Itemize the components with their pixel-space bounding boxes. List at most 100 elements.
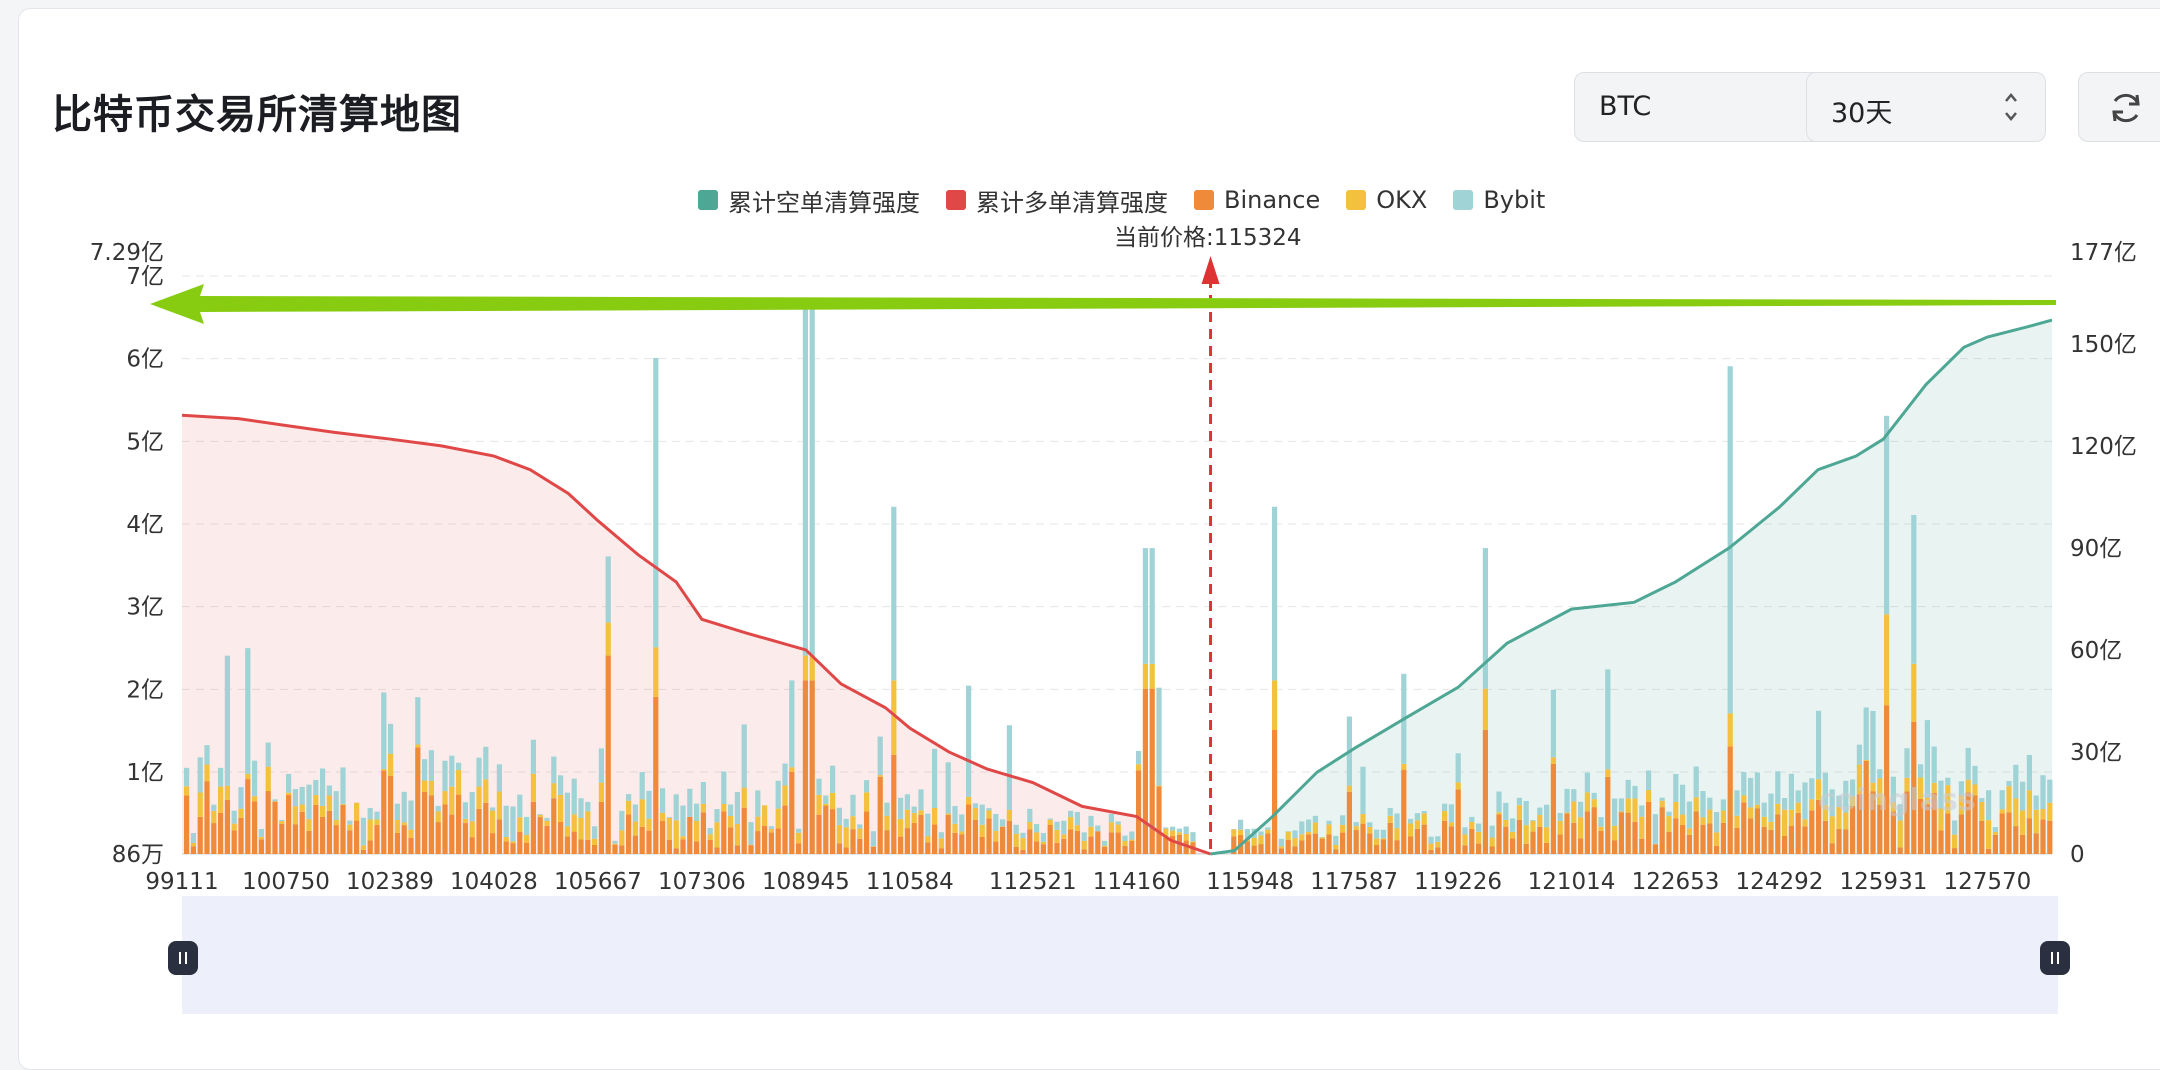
bar-binance: [742, 808, 747, 854]
bar-binance: [1054, 843, 1059, 854]
bar-bybit: [1061, 821, 1066, 835]
bar-bybit: [844, 819, 849, 827]
bar-binance: [354, 821, 359, 854]
bar-bybit: [1503, 803, 1508, 820]
bar-bybit: [538, 814, 543, 815]
bar-bybit: [1619, 798, 1624, 811]
bar-binance: [408, 838, 413, 854]
bar-binance: [1068, 830, 1073, 854]
bar-okx: [782, 786, 787, 806]
bar-binance: [456, 795, 461, 854]
bar-okx: [592, 839, 597, 845]
bar-okx: [225, 786, 230, 800]
bar-binance: [1707, 823, 1712, 854]
bar-binance: [1129, 841, 1134, 854]
bar-okx: [1714, 832, 1719, 845]
y-tick-label-left: 6亿: [126, 347, 164, 373]
bar-bybit: [1374, 830, 1379, 839]
bar-okx: [674, 820, 679, 848]
bar-bybit: [646, 791, 651, 819]
bar-okx: [1456, 782, 1461, 789]
bar-bybit: [1469, 817, 1474, 822]
bar-bybit: [578, 798, 583, 818]
bar-okx: [830, 793, 835, 809]
bar-bybit: [1966, 748, 1971, 780]
bar-okx: [1020, 838, 1025, 850]
bar-bybit: [463, 802, 468, 819]
bar-binance: [687, 817, 692, 854]
bar-bybit: [1809, 778, 1814, 799]
bar-binance: [1007, 821, 1012, 854]
bar-bybit: [1537, 808, 1542, 815]
zoom-slider[interactable]: [182, 896, 2058, 1014]
bar-binance: [1109, 832, 1114, 854]
bar-okx: [463, 819, 468, 823]
bar-bybit: [1422, 811, 1427, 813]
bar-binance: [1469, 829, 1474, 854]
bar-okx: [1340, 825, 1345, 833]
highlight-arrow: [150, 284, 2056, 324]
bar-bybit: [1054, 822, 1059, 830]
zoom-handle-right[interactable]: [2040, 941, 2070, 975]
bar-okx: [415, 744, 420, 747]
bar-binance: [204, 781, 209, 854]
y-tick-label-left: 4亿: [126, 512, 164, 538]
bar-okx: [1381, 838, 1386, 839]
bar-okx: [1122, 841, 1127, 846]
bar-okx: [211, 811, 216, 823]
bar-binance: [504, 841, 509, 854]
bar-okx: [823, 804, 828, 806]
bar-bybit: [1986, 790, 1991, 820]
bar-bybit: [1306, 820, 1311, 832]
bar-bybit: [1564, 789, 1569, 813]
x-tick-label: 127570: [1944, 869, 2032, 895]
bar-bybit: [959, 814, 964, 831]
bar-okx: [306, 819, 311, 831]
bar-okx: [340, 804, 345, 805]
bar-binance: [1782, 836, 1787, 854]
bar-okx: [1598, 827, 1603, 831]
bar-binance: [1292, 846, 1297, 854]
bar-bybit: [687, 789, 692, 817]
bar-bybit: [218, 768, 223, 787]
bar-okx: [1483, 689, 1488, 730]
bar-okx: [2027, 790, 2032, 818]
bar-okx: [1306, 832, 1311, 834]
bar-binance: [1938, 830, 1943, 854]
bar-bybit: [782, 764, 787, 786]
bar-bybit: [1184, 827, 1189, 834]
bar-okx: [1462, 834, 1467, 845]
bar-binance: [1993, 835, 1998, 854]
bar-okx: [1054, 830, 1059, 843]
bar-okx: [1007, 810, 1012, 821]
bar-bybit: [1075, 812, 1080, 825]
bar-okx: [531, 774, 536, 802]
bar-okx: [279, 821, 284, 824]
bar-bybit: [2047, 780, 2052, 803]
bar-binance: [463, 823, 468, 854]
bar-okx: [436, 811, 441, 822]
bar-bybit: [694, 804, 699, 821]
bar-okx: [1408, 824, 1413, 837]
bar-okx: [1673, 802, 1678, 818]
bar-okx: [680, 836, 685, 839]
bar-binance: [2006, 813, 2011, 854]
bar-binance: [1775, 814, 1780, 854]
bar-okx: [2006, 786, 2011, 812]
bar-binance: [449, 815, 454, 854]
bar-binance: [334, 825, 339, 854]
bar-binance: [796, 843, 801, 854]
bar-bybit: [952, 806, 957, 824]
bar-binance: [1843, 829, 1848, 854]
bar-bybit: [1864, 707, 1869, 759]
bar-bybit: [1163, 827, 1168, 828]
zoom-handle-left[interactable]: [168, 941, 198, 975]
bar-bybit: [1177, 829, 1182, 833]
bar-okx: [2013, 798, 2018, 826]
bar-binance: [347, 830, 352, 854]
bar-okx: [1619, 812, 1624, 813]
bar-bybit: [1687, 802, 1692, 829]
bar-bybit: [1388, 808, 1393, 816]
bar-okx: [1700, 817, 1705, 825]
bar-okx: [878, 775, 883, 777]
